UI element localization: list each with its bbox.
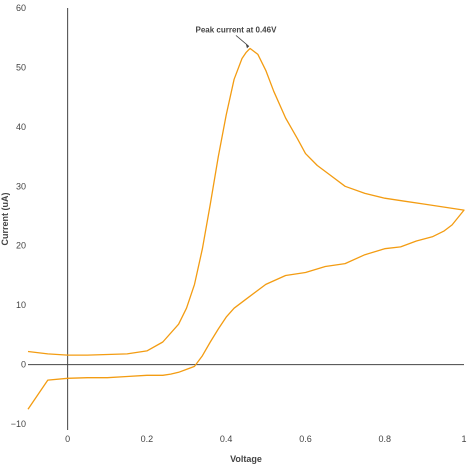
y-tick-label: 10 bbox=[16, 300, 26, 310]
annotation-arrowhead bbox=[245, 44, 249, 49]
x-axis-title: Voltage bbox=[230, 454, 262, 464]
annotations: Peak current at 0.46V bbox=[195, 25, 277, 49]
x-tick-label: 1 bbox=[461, 434, 466, 444]
x-tick-label: 0.4 bbox=[220, 434, 233, 444]
y-axis-title: Current (uA) bbox=[0, 193, 10, 246]
y-tick-label: −10 bbox=[11, 419, 26, 429]
y-tick-label: 40 bbox=[16, 122, 26, 132]
x-tick-label: 0.6 bbox=[299, 434, 312, 444]
y-tick-label: 50 bbox=[16, 62, 26, 72]
plot-area bbox=[27, 8, 465, 430]
x-tick-label: 0 bbox=[65, 434, 70, 444]
annotation-arrow bbox=[235, 35, 250, 47]
y-tick-label: 30 bbox=[16, 181, 26, 191]
annotation-label: Peak current at 0.46V bbox=[195, 25, 277, 34]
x-axis-ticks: 0 0.2 0.4 0.6 0.8 1 bbox=[65, 434, 466, 444]
series-line bbox=[27, 47, 465, 410]
x-tick-label: 0.8 bbox=[378, 434, 391, 444]
x-tick-label: 0.2 bbox=[141, 434, 154, 444]
y-tick-label: 60 bbox=[16, 3, 26, 13]
y-tick-label: 0 bbox=[21, 360, 26, 370]
y-axis-ticks: −10 0 10 20 30 40 50 60 bbox=[11, 3, 26, 429]
y-tick-label: 20 bbox=[16, 241, 26, 251]
